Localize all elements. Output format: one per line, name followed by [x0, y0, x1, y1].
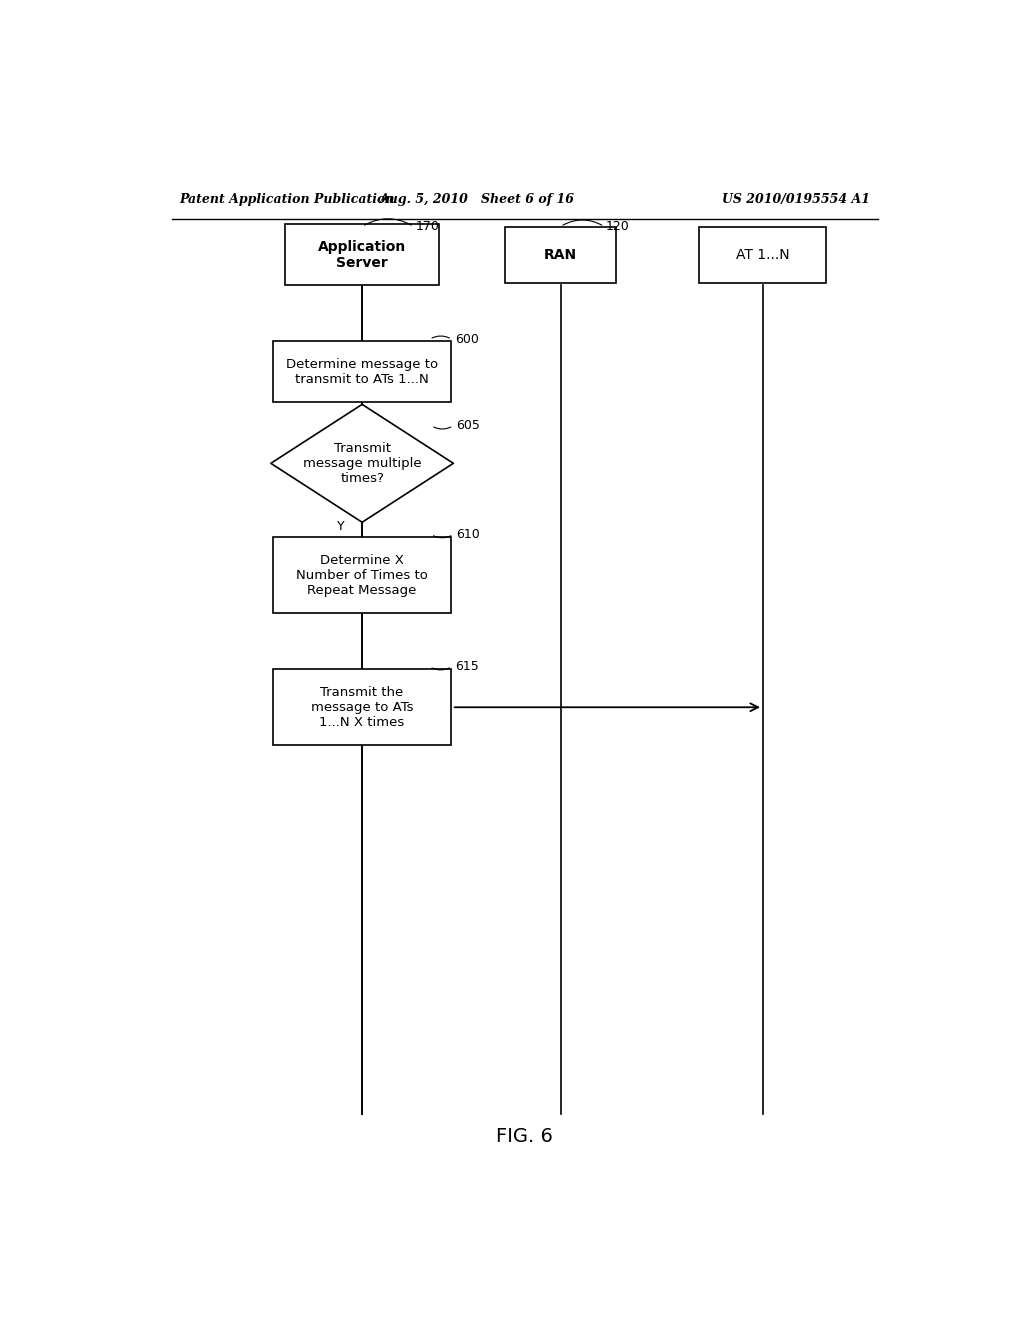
Text: Transmit
message multiple
times?: Transmit message multiple times?: [303, 442, 422, 484]
Text: 170: 170: [416, 220, 439, 234]
Text: Application
Server: Application Server: [318, 240, 407, 271]
Bar: [699, 227, 826, 282]
Text: 615: 615: [455, 660, 478, 673]
Bar: [285, 224, 439, 285]
Text: AT 1...N: AT 1...N: [736, 248, 790, 261]
Text: Patent Application Publication: Patent Application Publication: [179, 193, 395, 206]
Bar: [272, 342, 452, 403]
Text: 120: 120: [606, 220, 630, 234]
Text: 610: 610: [457, 528, 480, 541]
Text: RAN: RAN: [544, 248, 578, 261]
Text: Transmit the
message to ATs
1...N X times: Transmit the message to ATs 1...N X time…: [311, 686, 414, 729]
Text: FIG. 6: FIG. 6: [497, 1127, 553, 1146]
Text: 605: 605: [457, 420, 480, 432]
Bar: [272, 537, 452, 614]
Bar: [272, 669, 452, 746]
Text: Aug. 5, 2010   Sheet 6 of 16: Aug. 5, 2010 Sheet 6 of 16: [380, 193, 574, 206]
Text: Determine X
Number of Times to
Repeat Message: Determine X Number of Times to Repeat Me…: [296, 553, 428, 597]
Text: Determine message to
transmit to ATs 1...N: Determine message to transmit to ATs 1..…: [286, 358, 438, 385]
Text: Y: Y: [337, 520, 344, 533]
Text: 600: 600: [455, 333, 479, 346]
Polygon shape: [270, 404, 454, 523]
Text: US 2010/0195554 A1: US 2010/0195554 A1: [722, 193, 870, 206]
Bar: [505, 227, 616, 282]
